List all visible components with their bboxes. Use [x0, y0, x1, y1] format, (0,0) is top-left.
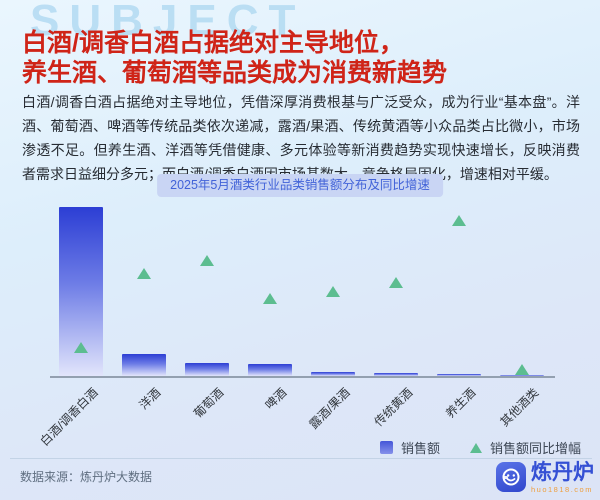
growth-legend-label: 销售额同比增幅 — [490, 441, 582, 456]
intro-paragraph: 白酒/调香白酒占据绝对主导地位，凭借深厚消费根基与广泛受众，成为行业“基本盘”。… — [22, 94, 580, 182]
x-axis-label-白酒/调香白酒: 白酒/调香白酒 — [37, 385, 101, 449]
x-axis-label-洋酒: 洋酒 — [136, 385, 164, 413]
brand-text: 炼丹炉 huo1818.com — [531, 461, 594, 495]
chart-legend: 销售额 销售额同比增幅 — [380, 438, 581, 457]
growth-legend-triangle-icon — [470, 442, 483, 453]
brand-url: huo1818.com — [531, 485, 593, 494]
bar-啤酒 — [248, 364, 292, 376]
liandanlu-furnace-icon — [496, 462, 526, 492]
bar-其他酒类 — [500, 374, 544, 376]
footer-divider — [10, 458, 592, 459]
growth-marker-啤酒 — [263, 292, 277, 304]
growth-marker-葡萄酒 — [200, 255, 214, 267]
growth-marker-其他酒类 — [515, 363, 529, 375]
bar-洋酒 — [122, 354, 166, 376]
growth-marker-白酒/调香白酒 — [74, 342, 88, 354]
brand-logo: 炼丹炉 huo1818.com — [496, 462, 594, 494]
growth-marker-洋酒 — [137, 267, 151, 279]
bar-露酒/果酒 — [311, 371, 355, 376]
x-axis-label-葡萄酒: 葡萄酒 — [190, 385, 227, 421]
data-source-text: 数据来源：炼丹炉大数据 — [20, 470, 153, 484]
growth-marker-露酒/果酒 — [326, 286, 340, 298]
x-axis-line — [50, 376, 555, 378]
growth-marker-养生酒 — [452, 215, 466, 226]
growth-marker-传统黄酒 — [389, 277, 403, 288]
bar-传统黄酒 — [374, 372, 418, 376]
bar-葡萄酒 — [185, 362, 229, 376]
x-axis-label-传统黄酒: 传统黄酒 — [371, 385, 416, 430]
page-title: 白酒/调香白酒占据绝对主导地位， 养生酒、葡萄酒等品类成为消费新趋势 — [22, 28, 447, 88]
x-axis-label-其他酒类: 其他酒类 — [497, 385, 542, 430]
x-axis-label-露酒/果酒: 露酒/果酒 — [306, 385, 353, 432]
x-axis-label-养生酒: 养生酒 — [442, 385, 479, 421]
page-title-line2: 养生酒、葡萄酒等品类成为消费新趋势 — [22, 59, 448, 87]
page-title-line1: 白酒/调香白酒占据绝对主导地位， — [22, 29, 404, 57]
sales-bar-chart: 白酒/调香白酒 洋酒 葡萄酒 啤酒 露酒/果酒 传统黄酒 养生酒 其他酒类 — [37, 200, 555, 450]
brand-name: 炼丹炉 — [531, 461, 594, 484]
chart-title-badge: 2025年5月酒类行业品类销售额分布及同比增速 — [157, 174, 443, 197]
watermark-text: SUBJECT — [30, 0, 306, 45]
x-axis-label-啤酒: 啤酒 — [262, 385, 290, 413]
sales-legend-label: 销售额 — [401, 441, 441, 456]
bar-养生酒 — [437, 373, 481, 376]
sales-legend-swatch-icon — [380, 441, 393, 454]
